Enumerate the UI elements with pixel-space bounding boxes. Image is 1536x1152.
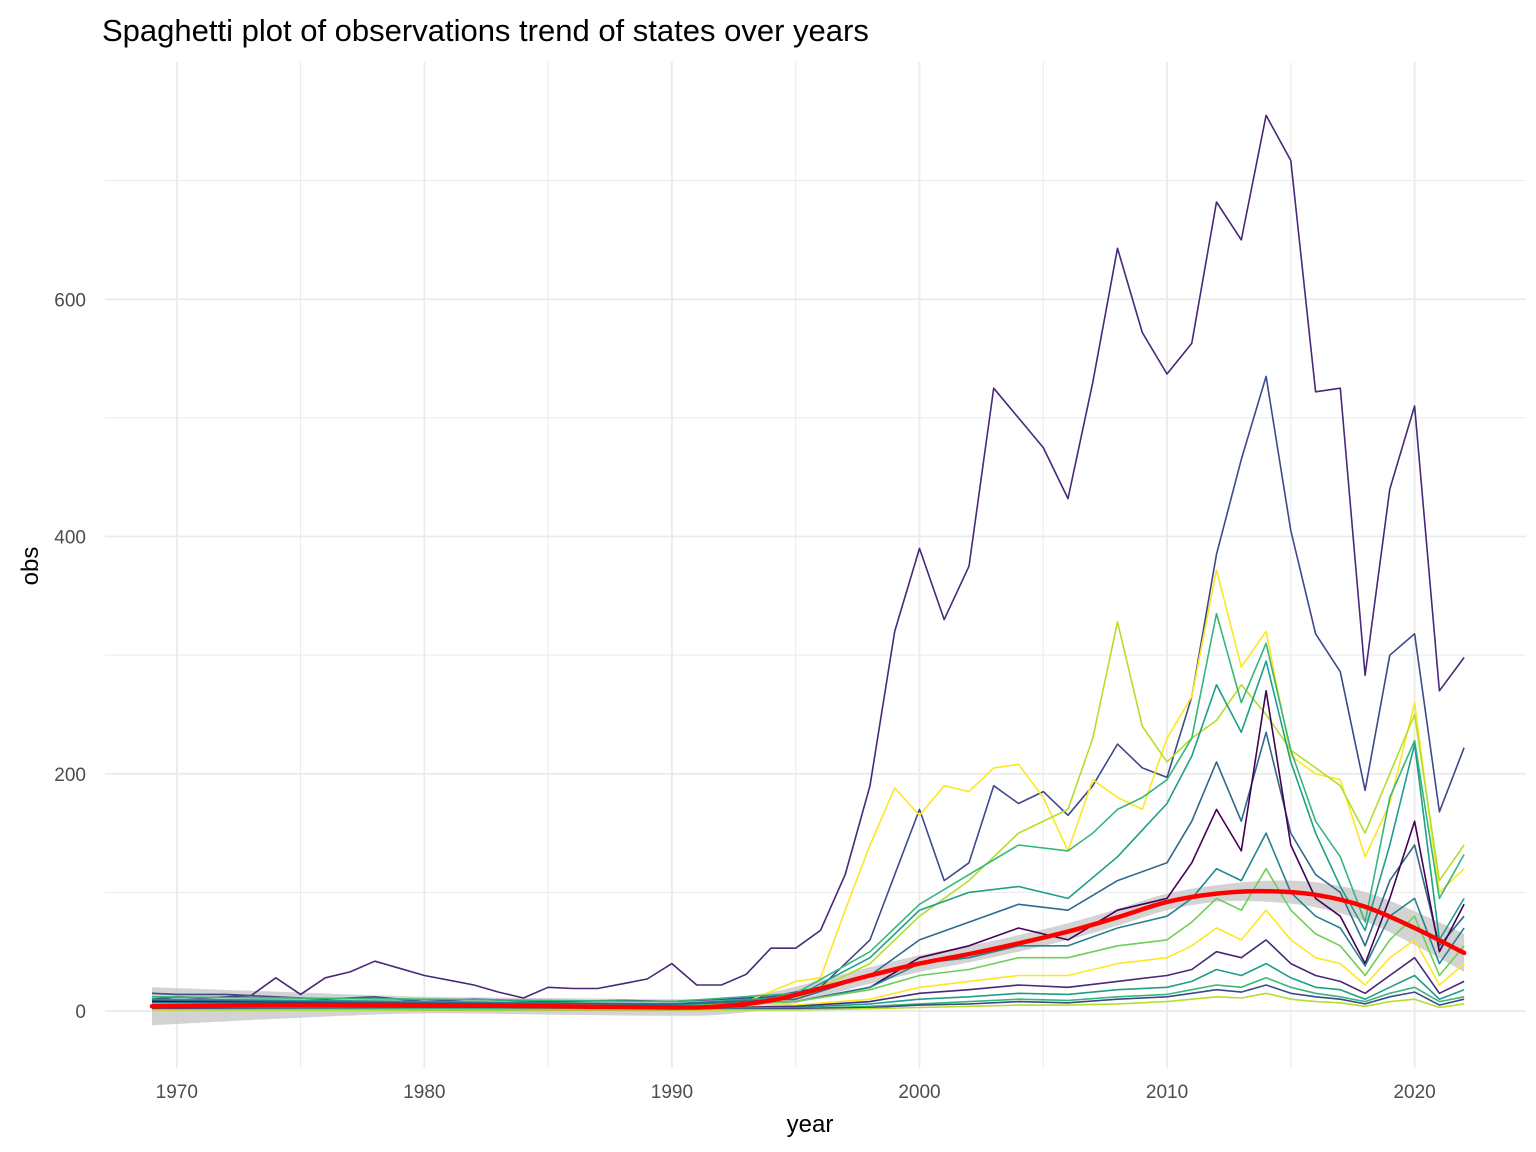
x-tick-label: 1970 [156,1082,198,1103]
y-tick-label: 0 [75,1002,86,1023]
x-tick-label: 2010 [1146,1082,1188,1103]
series-line-11 [151,909,1465,1009]
trend-confidence-ribbon [152,880,1465,1026]
x-tick-labels: 1970 1980 1990 2000 2010 2020 [156,1082,1436,1103]
trend-line [149,888,1467,1010]
grid-major-lines [105,62,1526,1068]
series-lines [151,114,1465,1011]
x-tick-label: 1980 [403,1082,445,1103]
chart-title: Spaghetti plot of observations trend of … [102,13,869,48]
series-line-4 [152,621,1465,1006]
series-line-10 [151,867,1465,1008]
x-tick-label: 2000 [898,1082,940,1103]
y-tick-label: 400 [54,528,86,549]
y-tick-label: 200 [54,765,86,786]
x-tick-label: 1990 [651,1082,693,1103]
series-line-1 [151,114,1465,1000]
y-tick-labels: 0 200 400 600 [54,290,86,1023]
y-axis-title: obs [17,547,44,586]
series-line-16 [152,992,1465,1011]
series-line-6 [151,660,1465,1005]
y-tick-label: 600 [54,290,86,311]
x-tick-label: 2020 [1393,1082,1435,1103]
series-line-5 [151,612,1465,1003]
series-line-12 [151,939,1465,1010]
series-line-13 [151,962,1465,1010]
grid-minor-lines [105,62,1526,1068]
x-axis-title: year [787,1111,834,1138]
series-line-15 [151,984,1465,1011]
series-line-2 [151,375,1465,1003]
